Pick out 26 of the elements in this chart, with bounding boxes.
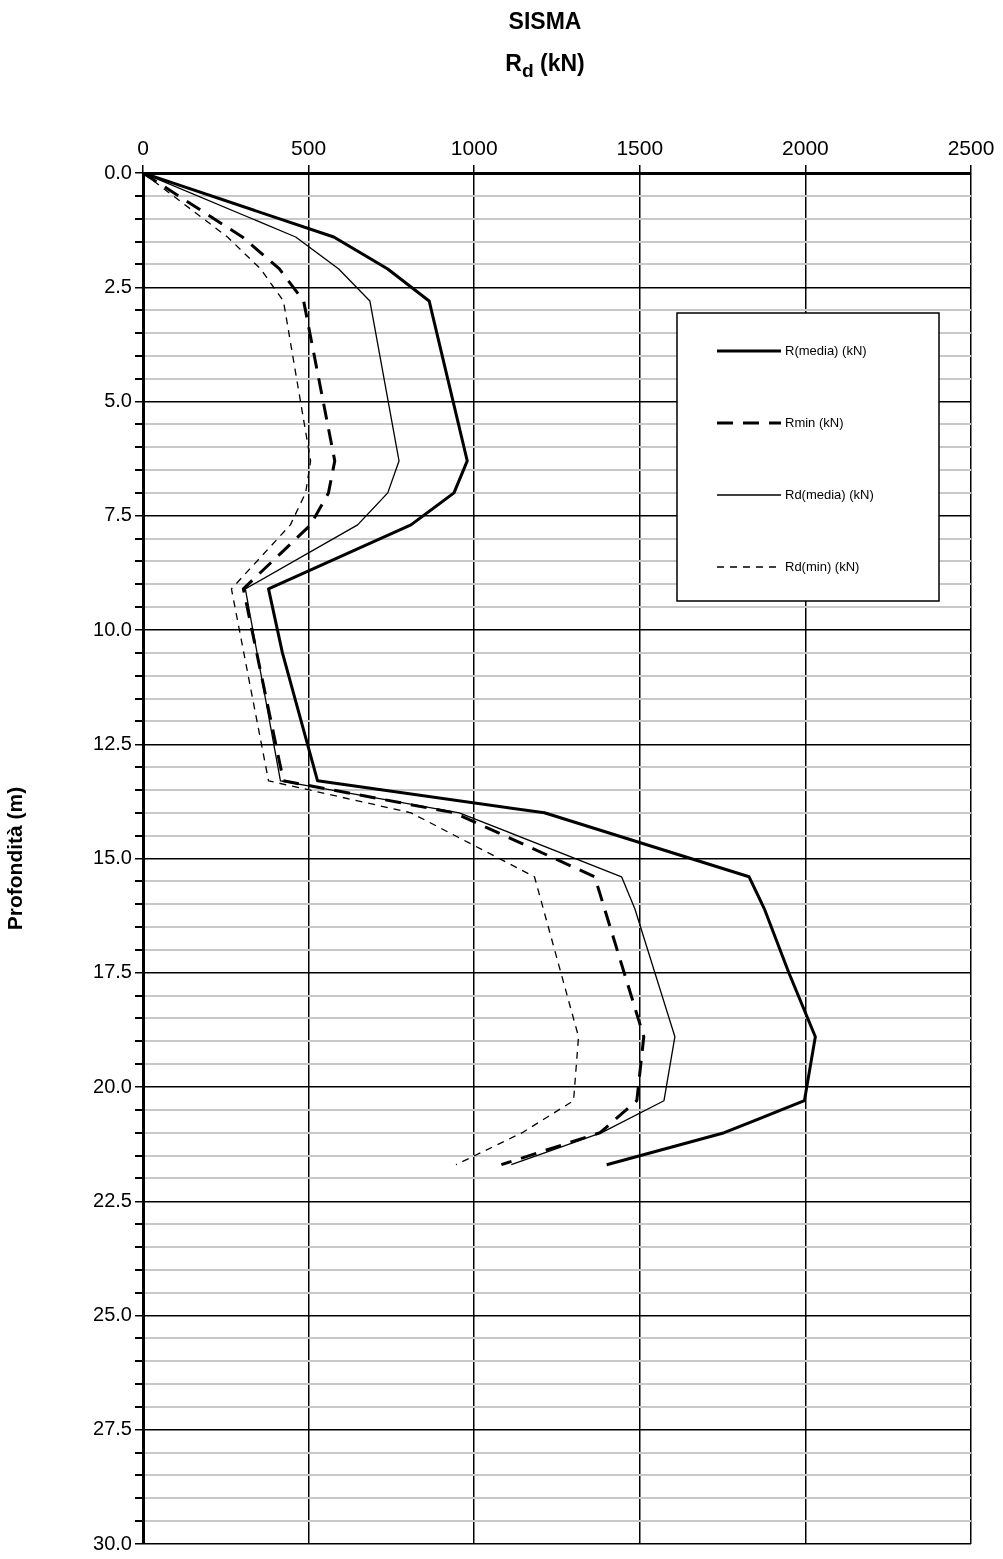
y-tick-label: 17.5 xyxy=(93,960,132,983)
y-tick-label: 2.5 xyxy=(104,274,132,297)
y-tick-label: 27.5 xyxy=(93,1417,132,1440)
y-tick-label: 0.0 xyxy=(104,160,132,183)
y-tick-label: 25.0 xyxy=(93,1303,132,1326)
x-tick-label: 0 xyxy=(137,136,149,160)
y-tick-label: 15.0 xyxy=(93,846,132,869)
legend-label: Rd(media) (kN) xyxy=(785,486,874,502)
y-tick-label: 30.0 xyxy=(93,1531,132,1554)
x-tick-label: 1000 xyxy=(450,136,498,160)
y-tick-label: 20.0 xyxy=(93,1074,132,1097)
x-tick-label: 2000 xyxy=(782,136,829,160)
x-tick-label: 1500 xyxy=(616,136,664,160)
x-tick-label: 500 xyxy=(291,136,327,160)
y-tick-label: 10.0 xyxy=(93,617,132,640)
legend-label: Rd(min) (kN) xyxy=(785,558,860,574)
y-tick-label: 12.5 xyxy=(93,731,132,754)
legend-label: R(media) (kN) xyxy=(785,342,867,358)
y-tick-label: 22.5 xyxy=(93,1188,132,1211)
chart-title: SISMA xyxy=(507,8,583,35)
y-axis-title: Profondità (m) xyxy=(3,786,27,931)
x-axis-title: R$_{d}$ (kN) xyxy=(504,50,586,82)
legend-label: Rmin (kN) xyxy=(785,414,844,430)
y-tick-label: 5.0 xyxy=(104,389,132,412)
x-tick-label: 2500 xyxy=(947,136,995,160)
y-tick-label: 7.5 xyxy=(104,503,132,526)
